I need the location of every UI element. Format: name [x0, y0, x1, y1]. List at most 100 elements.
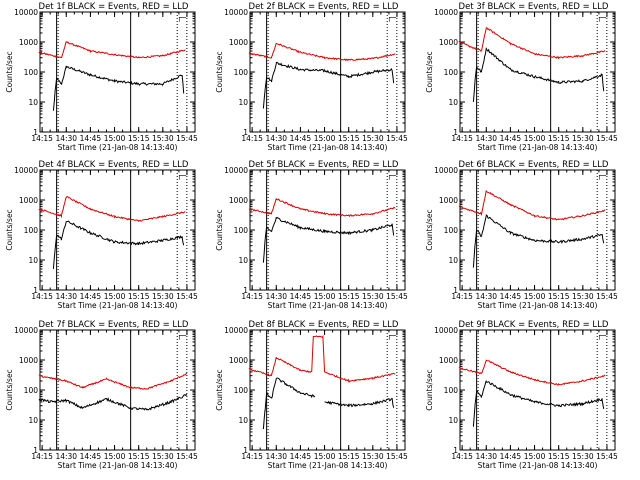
- events-series-line: [262, 61, 395, 109]
- y-tick-label: 100: [24, 386, 39, 395]
- x-tick-label: 15:15: [338, 292, 360, 301]
- x-tick-label: 14:45: [290, 134, 312, 143]
- panel-bracket: ┌─: [387, 13, 397, 22]
- x-tick-label: 14:30: [55, 292, 77, 301]
- x-tick-label: 15:45: [176, 134, 198, 143]
- x-tick-label: 15:00: [104, 292, 126, 301]
- y-axis-label: Counts/sec: [5, 51, 14, 92]
- y-tick-label: 10000: [14, 166, 38, 175]
- panel-bracket: ┌─: [597, 331, 607, 340]
- x-axis-label: Start Time (21-Jan-08 14:13:40): [58, 461, 178, 470]
- panel-title: Det 8f BLACK = Events, RED = LLD: [249, 320, 399, 330]
- x-axis-label: Start Time (21-Jan-08 14:13:40): [268, 461, 388, 470]
- x-tick-label: 15:30: [572, 292, 594, 301]
- panel-bracket: ┌─: [177, 331, 187, 340]
- y-tick-label: 10: [28, 256, 38, 265]
- y-tick-label: 100: [24, 226, 39, 235]
- y-axis-label: Counts/sec: [5, 209, 14, 250]
- panel-bracket: ┌─: [177, 13, 187, 22]
- lld-series-line: [248, 43, 396, 62]
- x-tick-label: 14:30: [265, 292, 287, 301]
- y-tick-label: 1000: [19, 356, 38, 365]
- x-axis-label: Start Time (21-Jan-08 14:13:40): [478, 461, 598, 470]
- x-tick-label: 14:15: [451, 452, 473, 461]
- panel-title: Det 6f BLACK = Events, RED = LLD: [459, 160, 609, 170]
- panel-5: Det 5f BLACK = Events, RED = LLD┌─ 1 10 100…: [215, 160, 408, 310]
- plot-frame: [39, 329, 196, 451]
- panel-title: Det 7f BLACK = Events, RED = LLD: [39, 320, 189, 330]
- y-tick-label: 10: [238, 256, 248, 265]
- panel-4: Det 4f BLACK = Events, RED = LLD┌─ 1 10 100…: [5, 160, 198, 310]
- y-tick-label: 1: [243, 286, 248, 295]
- events-series-line: [52, 65, 185, 111]
- y-tick-label: 1: [243, 446, 248, 455]
- x-axis-label: Start Time (21-Jan-08 14:13:40): [268, 143, 388, 152]
- y-tick-label: 10: [448, 416, 458, 425]
- x-tick-label: 15:00: [314, 292, 336, 301]
- x-tick-label: 14:30: [265, 134, 287, 143]
- y-axis-label: Counts/sec: [425, 209, 434, 250]
- y-tick-label: 1: [453, 446, 458, 455]
- x-tick-label: 15:15: [128, 292, 150, 301]
- y-tick-label: 10000: [14, 326, 38, 335]
- x-tick-label: 14:30: [475, 134, 497, 143]
- y-tick-label: 1: [243, 128, 248, 137]
- x-tick-label: 15:45: [176, 452, 198, 461]
- panel-title: Det 9f BLACK = Events, RED = LLD: [459, 320, 609, 330]
- x-tick-label: 14:45: [290, 452, 312, 461]
- panel-7: Det 7f BLACK = Events, RED = LLD┌─ 1 10 100…: [5, 320, 198, 470]
- x-tick-label: 14:15: [241, 134, 263, 143]
- x-tick-label: 14:45: [80, 292, 102, 301]
- y-tick-label: 10: [448, 98, 458, 107]
- x-tick-label: 15:00: [104, 134, 126, 143]
- y-tick-label: 1: [453, 128, 458, 137]
- x-tick-label: 15:30: [362, 134, 384, 143]
- x-tick-label: 15:45: [386, 292, 408, 301]
- lld-series-line: [458, 359, 606, 386]
- y-axis-label: Counts/sec: [215, 209, 224, 250]
- plot-frame: [39, 11, 196, 133]
- lld-series-line: [458, 190, 606, 221]
- y-axis-label: Counts/sec: [425, 51, 434, 92]
- x-axis-label: Start Time (21-Jan-08 14:13:40): [58, 301, 178, 310]
- x-tick-label: 15:15: [338, 452, 360, 461]
- y-tick-label: 1: [453, 286, 458, 295]
- x-tick-label: 14:15: [451, 134, 473, 143]
- y-tick-label: 1000: [229, 196, 248, 205]
- x-tick-label: 14:45: [500, 452, 522, 461]
- events-series-line: [262, 216, 395, 263]
- x-tick-label: 15:30: [362, 452, 384, 461]
- x-tick-label: 15:45: [176, 292, 198, 301]
- x-axis-label: Start Time (21-Jan-08 14:13:40): [268, 301, 388, 310]
- x-tick-label: 15:00: [104, 452, 126, 461]
- y-tick-label: 1: [33, 446, 38, 455]
- y-axis-label: Counts/sec: [215, 51, 224, 92]
- events-series-line: [472, 380, 605, 427]
- y-tick-label: 10: [28, 98, 38, 107]
- lld-series-line: [248, 334, 396, 384]
- plot-frame: [249, 169, 406, 291]
- y-tick-label: 1: [33, 286, 38, 295]
- x-tick-label: 15:30: [572, 452, 594, 461]
- x-tick-label: 15:30: [152, 452, 174, 461]
- events-series-line: [262, 377, 395, 430]
- x-tick-label: 15:15: [128, 452, 150, 461]
- panel-bracket: ┌─: [177, 171, 187, 180]
- y-tick-label: 10: [238, 98, 248, 107]
- y-tick-label: 1000: [229, 38, 248, 47]
- panel-title: Det 3f BLACK = Events, RED = LLD: [459, 2, 609, 12]
- panel-9: Det 9f BLACK = Events, RED = LLD┌─ 1 10 100…: [425, 320, 618, 470]
- y-tick-label: 100: [444, 226, 459, 235]
- y-tick-label: 1000: [229, 356, 248, 365]
- x-tick-label: 14:30: [55, 134, 77, 143]
- panel-title: Det 4f BLACK = Events, RED = LLD: [39, 160, 189, 170]
- panel-8: Det 8f BLACK = Events, RED = LLD┌─ 1 10 100…: [215, 320, 408, 470]
- x-tick-label: 14:45: [80, 134, 102, 143]
- x-tick-label: 15:15: [128, 134, 150, 143]
- y-tick-label: 10000: [434, 326, 458, 335]
- x-tick-label: 15:45: [596, 452, 618, 461]
- y-tick-label: 10000: [14, 8, 38, 17]
- x-tick-label: 14:45: [500, 134, 522, 143]
- x-tick-label: 15:30: [362, 292, 384, 301]
- x-tick-label: 15:15: [548, 292, 570, 301]
